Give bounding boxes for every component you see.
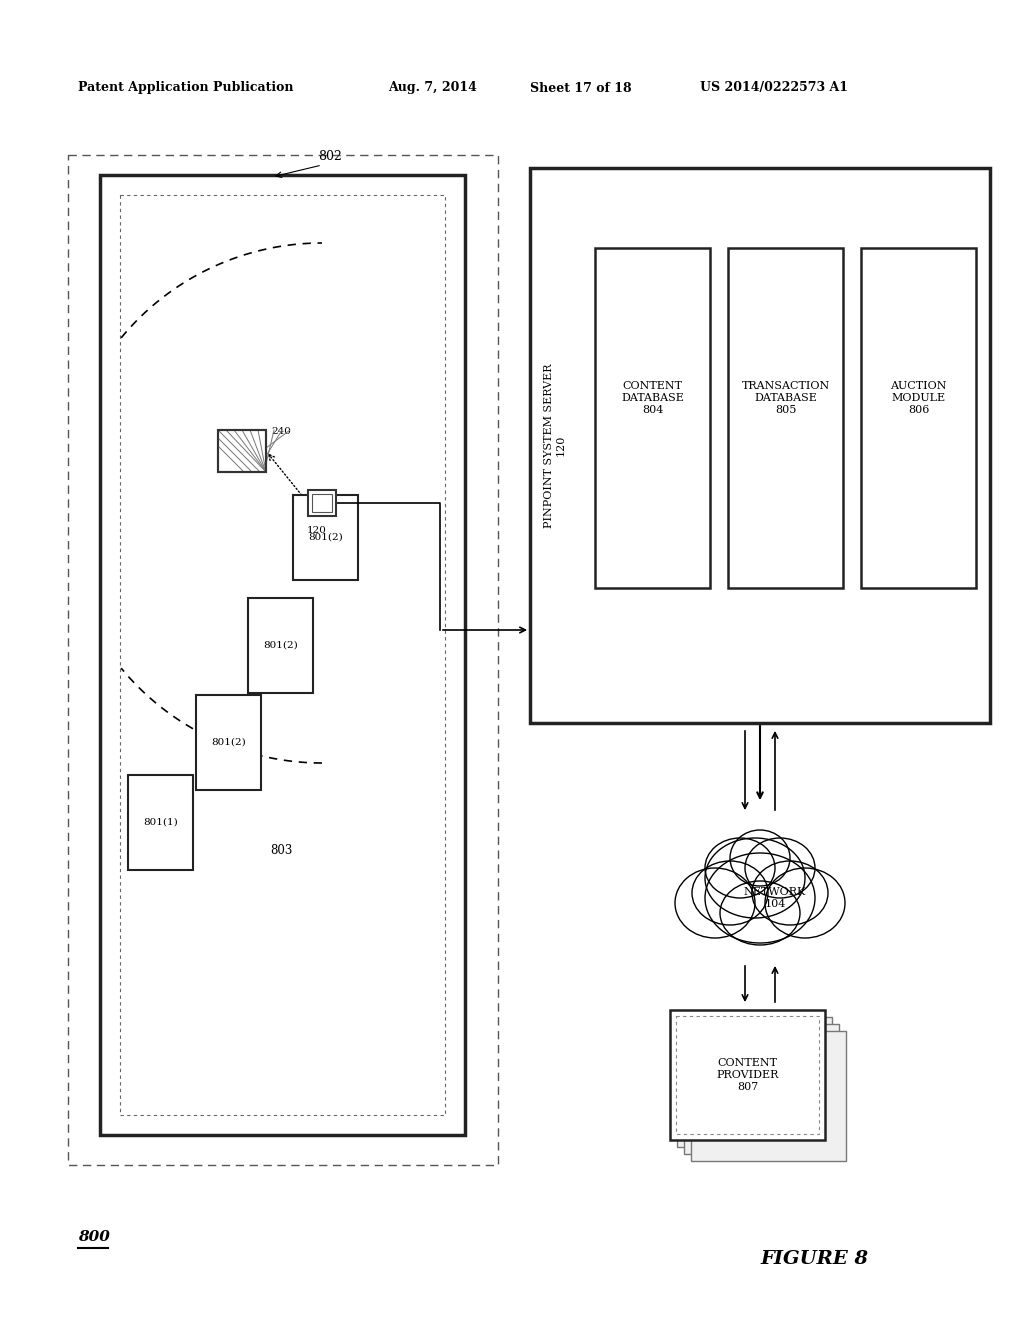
Text: CONTENT
DATABASE
804: CONTENT DATABASE 804 (622, 381, 684, 414)
Ellipse shape (720, 880, 800, 945)
Bar (670, 1010, 825, 1140)
Text: 803: 803 (270, 843, 293, 857)
Text: 800: 800 (78, 1230, 110, 1243)
Text: 801(2): 801(2) (308, 533, 343, 543)
Text: US 2014/0222573 A1: US 2014/0222573 A1 (700, 82, 848, 95)
Bar (218, 430, 266, 473)
Ellipse shape (745, 838, 815, 898)
Text: 801(2): 801(2) (211, 738, 246, 747)
Text: 801(1): 801(1) (143, 818, 178, 828)
Bar (128, 775, 193, 870)
Ellipse shape (675, 869, 755, 939)
Bar (120, 195, 445, 1115)
Text: Aug. 7, 2014: Aug. 7, 2014 (388, 82, 477, 95)
Text: 801(2): 801(2) (263, 642, 298, 649)
Bar (861, 248, 976, 587)
Bar (728, 248, 843, 587)
Text: TRANSACTION
DATABASE
805: TRANSACTION DATABASE 805 (741, 381, 829, 414)
Text: NETWORK
104: NETWORK 104 (743, 887, 806, 908)
Text: 240: 240 (271, 426, 291, 436)
Bar (530, 168, 990, 723)
Bar (308, 490, 336, 516)
Bar (684, 1024, 839, 1154)
Bar (196, 696, 261, 789)
Ellipse shape (730, 830, 790, 886)
Bar (595, 248, 710, 587)
Bar (676, 1016, 819, 1134)
Bar (312, 494, 332, 512)
Bar (691, 1031, 846, 1162)
Ellipse shape (752, 861, 828, 925)
Text: CONTENT
PROVIDER
807: CONTENT PROVIDER 807 (717, 1059, 778, 1092)
Text: AUCTION
MODULE
806: AUCTION MODULE 806 (890, 381, 947, 414)
Text: FIGURE 8: FIGURE 8 (760, 1250, 868, 1269)
Bar (293, 495, 358, 579)
Text: Sheet 17 of 18: Sheet 17 of 18 (530, 82, 632, 95)
Ellipse shape (705, 853, 815, 942)
Bar (218, 430, 266, 473)
Bar (100, 176, 465, 1135)
Bar (677, 1016, 831, 1147)
Text: PINPOINT SYSTEM SERVER
120: PINPOINT SYSTEM SERVER 120 (544, 363, 566, 528)
Text: 120: 120 (307, 525, 327, 535)
Text: 802: 802 (318, 150, 342, 162)
Text: Patent Application Publication: Patent Application Publication (78, 82, 294, 95)
Bar (68, 154, 498, 1166)
Ellipse shape (692, 861, 768, 925)
Ellipse shape (765, 869, 845, 939)
Bar (248, 598, 313, 693)
Ellipse shape (705, 838, 775, 898)
Ellipse shape (705, 838, 805, 917)
